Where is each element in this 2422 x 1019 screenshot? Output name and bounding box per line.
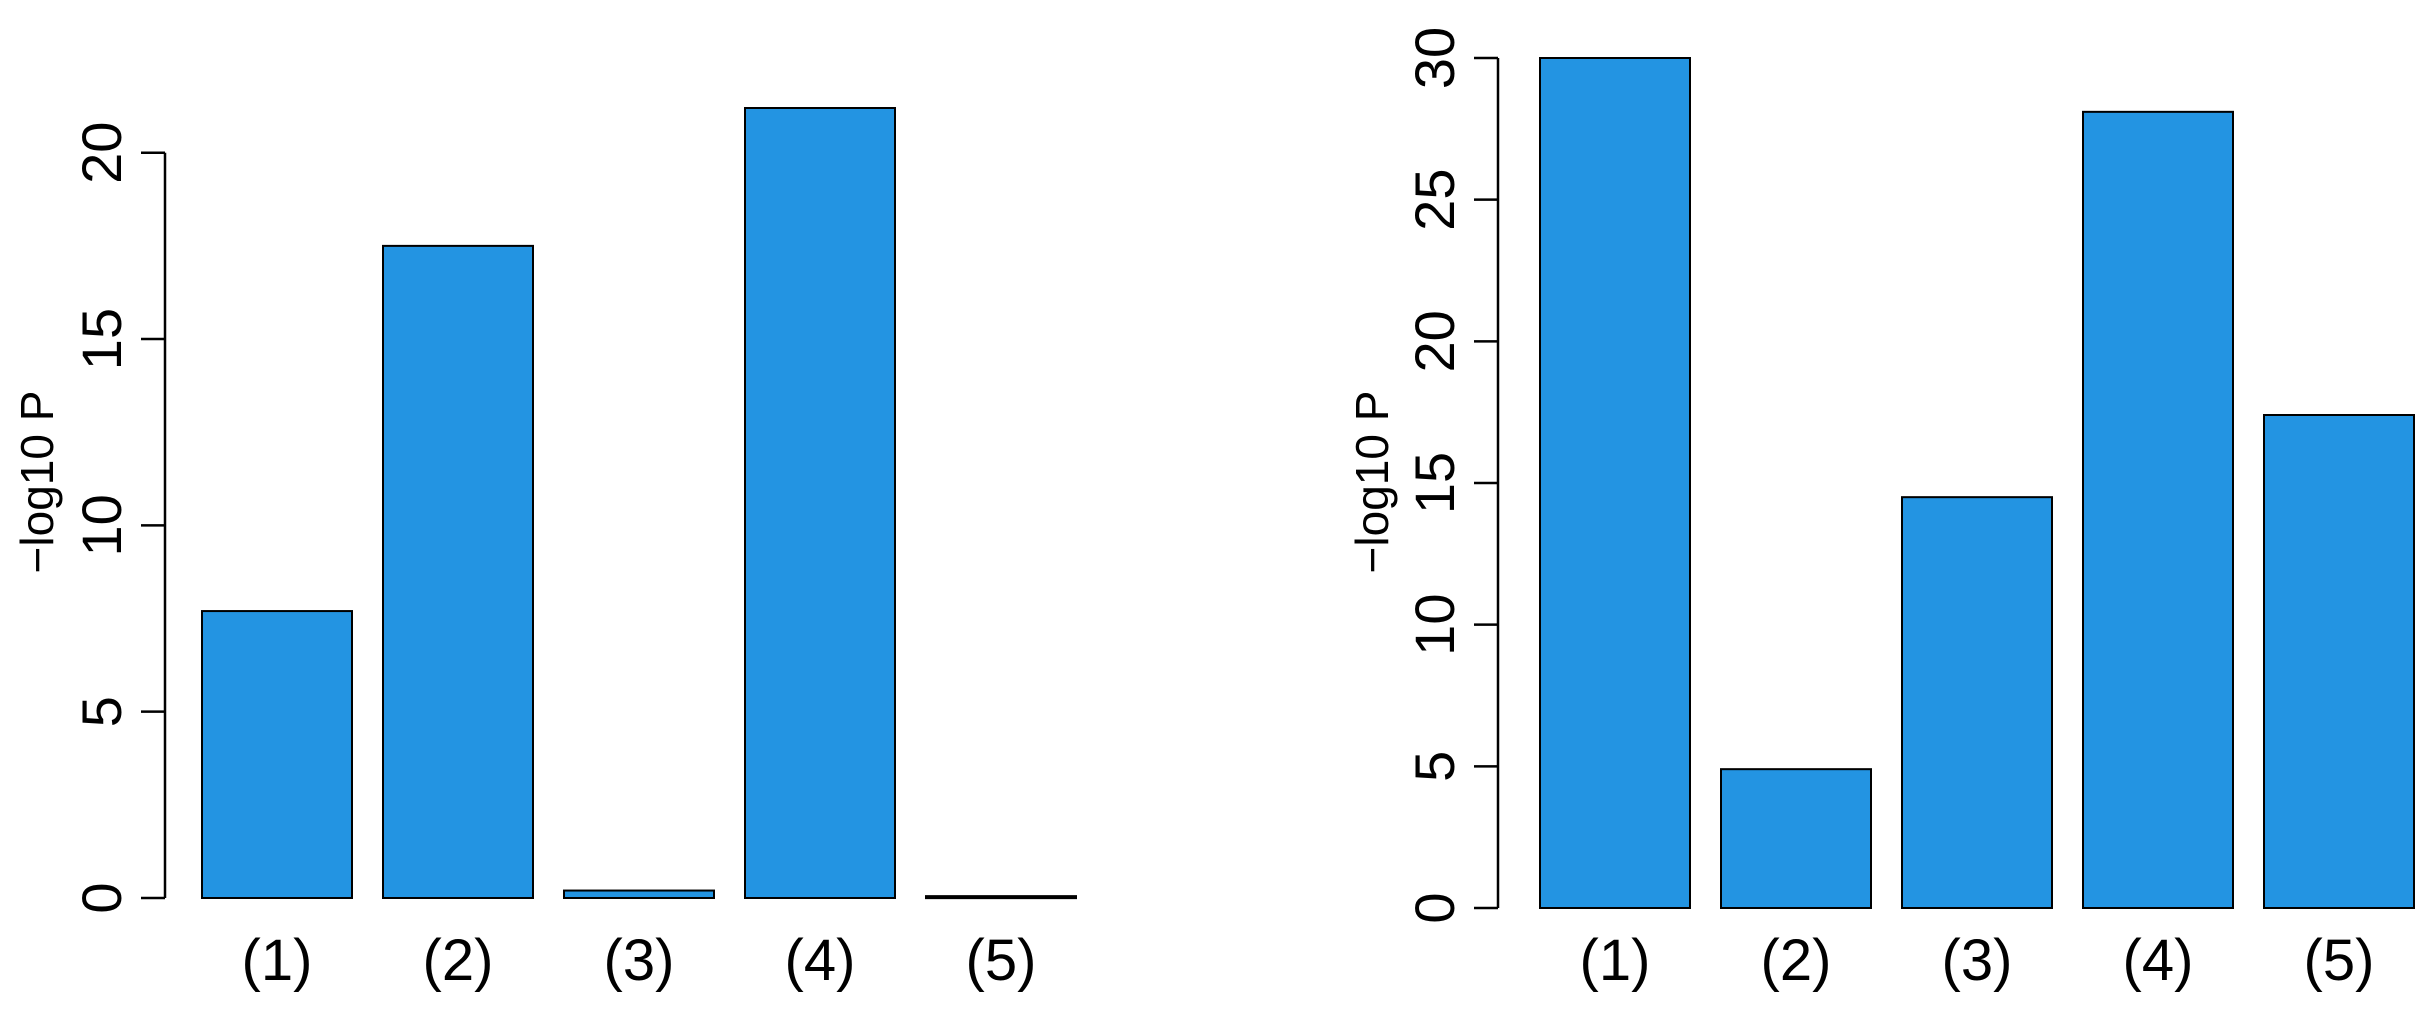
bar <box>925 895 1077 900</box>
bar <box>744 107 896 899</box>
bar <box>1539 57 1691 909</box>
y-tick-label: 0 <box>70 882 133 913</box>
bar <box>563 889 715 900</box>
x-category-label: (3) <box>604 928 675 993</box>
left-bar-chart: 0 5 10 15 20 −log10 P (1) (2) (3) (4) (5) <box>11 107 1077 993</box>
y-tick-label: 30 <box>1403 27 1466 89</box>
right-bar-chart: 0 5 10 15 20 25 30 −log10 P (1) (2) (3) (4) (5) <box>1346 27 2415 993</box>
y-axis-title: −log10 P <box>1346 391 1398 574</box>
bar <box>382 244 534 899</box>
y-tick-label: 15 <box>1403 452 1466 514</box>
x-category-label: (1) <box>242 928 313 993</box>
bar <box>1901 496 2053 909</box>
bar <box>201 610 353 899</box>
bar <box>1720 768 1872 910</box>
x-category-label: (5) <box>966 928 1037 993</box>
x-category-label: (5) <box>2304 928 2375 993</box>
y-tick-label: 20 <box>70 122 133 184</box>
bar <box>2263 414 2415 909</box>
x-category-label: (3) <box>1942 928 2013 993</box>
y-tick-label: 15 <box>70 308 133 370</box>
x-category-label: (4) <box>2123 928 2194 993</box>
y-axis-title: −log10 P <box>11 391 63 574</box>
y-tick-label: 25 <box>1403 169 1466 231</box>
y-tick-label: 10 <box>70 494 133 556</box>
y-tick-label: 20 <box>1403 310 1466 372</box>
y-tick-label: 10 <box>1403 594 1466 656</box>
x-category-label: (2) <box>1761 928 1832 993</box>
x-category-label: (4) <box>785 928 856 993</box>
x-category-label: (1) <box>1580 928 1651 993</box>
y-tick-label: 5 <box>1403 751 1466 782</box>
y-tick-label: 5 <box>70 696 133 727</box>
bar <box>2082 110 2234 910</box>
x-category-label: (2) <box>423 928 494 993</box>
y-tick-label: 0 <box>1403 892 1466 923</box>
